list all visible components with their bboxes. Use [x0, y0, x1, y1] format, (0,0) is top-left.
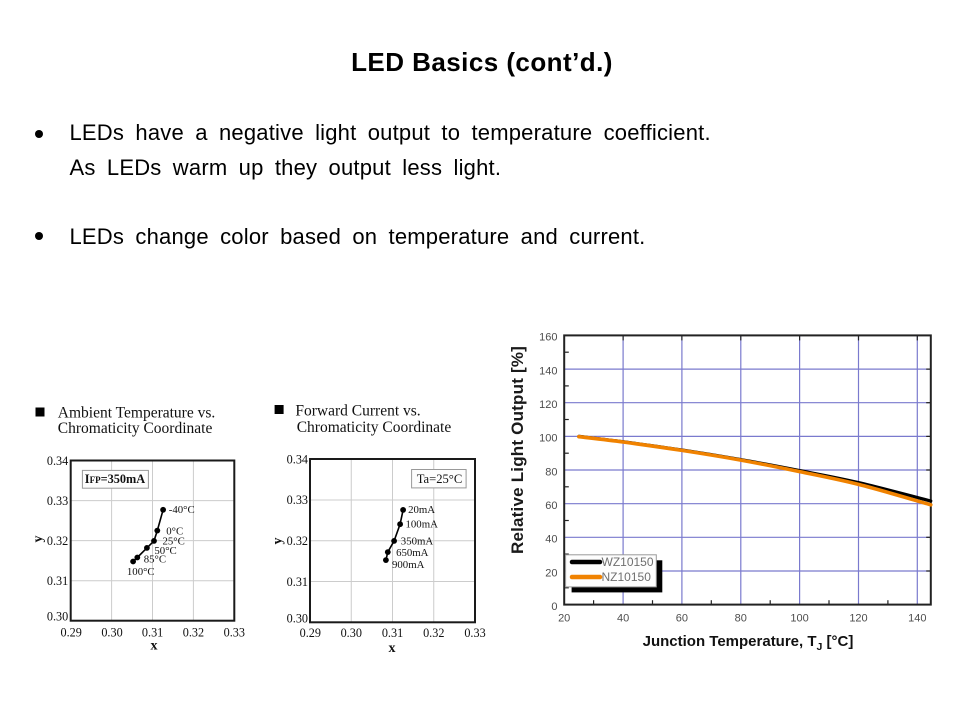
svg-text:100: 100: [539, 433, 557, 445]
svg-text:100: 100: [790, 613, 808, 625]
svg-text:0.30: 0.30: [47, 610, 68, 624]
svg-text:20: 20: [558, 613, 570, 625]
svg-text:0.34: 0.34: [47, 454, 68, 468]
svg-text:0.29: 0.29: [61, 625, 82, 639]
svg-text:0.29: 0.29: [300, 626, 321, 640]
svg-text:0.33: 0.33: [287, 493, 308, 507]
svg-text:85°C: 85°C: [144, 554, 166, 566]
svg-text:50°C: 50°C: [154, 545, 176, 557]
svg-text:Ambient Temperature vs.: Ambient Temperature vs.: [58, 405, 215, 422]
svg-text:Forward Current vs.: Forward Current vs.: [295, 403, 420, 420]
svg-text:0.33: 0.33: [47, 494, 68, 508]
svg-text:100°C: 100°C: [127, 566, 155, 578]
svg-text:0.31: 0.31: [142, 625, 163, 639]
svg-text:Chromaticity Coordinate: Chromaticity Coordinate: [297, 419, 452, 436]
svg-text:Ta=25°C: Ta=25°C: [417, 472, 463, 486]
svg-text:0.32: 0.32: [47, 534, 68, 548]
svg-text:350mA: 350mA: [401, 535, 434, 547]
svg-text:20: 20: [545, 567, 557, 579]
svg-text:40: 40: [617, 613, 629, 625]
svg-text:Junction Temperature, TJ [°C]: Junction Temperature, TJ [°C]: [643, 633, 854, 653]
svg-text:120: 120: [539, 399, 557, 411]
svg-text:0.32: 0.32: [183, 625, 204, 639]
svg-text:140: 140: [908, 613, 926, 625]
svg-text:25°C: 25°C: [163, 535, 185, 547]
svg-text:0.33: 0.33: [464, 626, 485, 640]
svg-text:0.30: 0.30: [287, 611, 308, 625]
svg-text:x: x: [389, 641, 396, 656]
svg-text:0.32: 0.32: [423, 626, 444, 640]
svg-text:Relative Light Output [%]: Relative Light Output [%]: [508, 346, 527, 554]
svg-text:0.34: 0.34: [287, 452, 308, 466]
svg-text:0.30: 0.30: [101, 625, 122, 639]
svg-text:x: x: [151, 639, 158, 654]
svg-text:140: 140: [539, 365, 557, 377]
svg-text:0.31: 0.31: [382, 626, 403, 640]
svg-text:0.30: 0.30: [341, 626, 362, 640]
svg-text:120: 120: [849, 613, 867, 625]
svg-text:NZ10150: NZ10150: [602, 570, 652, 584]
svg-text:900mA: 900mA: [392, 559, 425, 571]
svg-text:y: y: [31, 536, 46, 543]
svg-text:-40°C: -40°C: [169, 504, 195, 516]
svg-text:0: 0: [551, 601, 557, 613]
svg-text:60: 60: [545, 500, 557, 512]
svg-text:100mA: 100mA: [406, 519, 439, 531]
svg-text:80: 80: [545, 466, 557, 478]
svg-text:0.33: 0.33: [224, 625, 245, 639]
svg-text:40: 40: [545, 534, 557, 546]
svg-text:IFP=350mA: IFP=350mA: [85, 472, 145, 486]
svg-text:60: 60: [676, 613, 688, 625]
svg-text:160: 160: [539, 332, 557, 344]
svg-text:0.31: 0.31: [287, 575, 308, 589]
svg-text:Chromaticity Coordinate: Chromaticity Coordinate: [58, 420, 213, 437]
svg-text:y: y: [271, 538, 286, 545]
svg-text:0.31: 0.31: [47, 574, 68, 588]
svg-text:80: 80: [735, 613, 747, 625]
svg-text:0°C: 0°C: [166, 525, 183, 537]
svg-text:0.32: 0.32: [287, 534, 308, 548]
svg-text:20mA: 20mA: [408, 504, 435, 516]
svg-text:WZ10150: WZ10150: [602, 555, 654, 569]
svg-text:650mA: 650mA: [396, 547, 429, 559]
